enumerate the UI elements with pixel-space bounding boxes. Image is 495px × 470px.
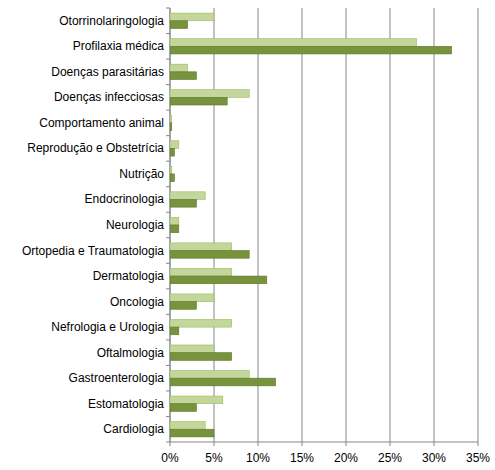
tick-mark xyxy=(302,442,303,446)
bar xyxy=(170,251,249,259)
bar xyxy=(170,345,214,353)
tick-label: 20% xyxy=(334,451,358,465)
tick-mark xyxy=(346,442,347,446)
tick-label: 35% xyxy=(466,451,490,465)
category-label: Dermatologia xyxy=(93,269,165,283)
category-tick xyxy=(166,442,170,443)
bar xyxy=(170,319,232,327)
category-label: Gastroenterologia xyxy=(69,371,165,385)
category-tick xyxy=(166,84,170,85)
category-tick xyxy=(166,365,170,366)
tick-label: 25% xyxy=(378,451,402,465)
category-tick xyxy=(166,314,170,315)
tick-mark xyxy=(258,442,259,446)
category-tick xyxy=(166,8,170,9)
tick-mark xyxy=(390,442,391,446)
tick-label: 30% xyxy=(422,451,446,465)
tick-label: 5% xyxy=(205,451,223,465)
bar xyxy=(170,199,196,207)
category-tick xyxy=(166,390,170,391)
category-label: Nefrologia e Urologia xyxy=(51,320,164,334)
bar xyxy=(170,404,196,412)
grid-line xyxy=(346,8,347,442)
tick-mark xyxy=(434,442,435,446)
bar xyxy=(170,97,227,105)
category-tick xyxy=(166,59,170,60)
category-tick xyxy=(166,339,170,340)
category-label: Endocrinologia xyxy=(85,192,165,206)
category-label: Nutrição xyxy=(119,167,164,181)
tick-mark xyxy=(170,442,171,446)
category-label: Doenças infecciosas xyxy=(54,90,164,104)
category-label: Oncologia xyxy=(110,295,164,309)
bar xyxy=(170,72,196,80)
bar xyxy=(170,166,172,174)
chart: 0% 5% 10% 15% 20% 25% 30% 35% Otorrinolaringolog… xyxy=(0,0,495,470)
category-tick xyxy=(166,212,170,213)
category-label: Profilaxia médica xyxy=(73,39,165,53)
bar xyxy=(170,192,205,200)
bar xyxy=(170,90,249,98)
category-label: Oftalmologia xyxy=(97,346,165,360)
category-label: Reprodução e Obstetrícia xyxy=(27,141,164,155)
category-label: Comportamento animal xyxy=(39,116,164,130)
bar xyxy=(170,141,179,149)
category-tick xyxy=(166,186,170,187)
bar xyxy=(170,39,416,47)
grid-line xyxy=(258,8,259,442)
tick-label: 15% xyxy=(290,451,314,465)
bar xyxy=(170,327,179,335)
category-tick xyxy=(166,263,170,264)
category-tick xyxy=(166,110,170,111)
category-label: Doenças parasitárias xyxy=(51,65,164,79)
bars xyxy=(170,13,452,437)
bar xyxy=(170,21,188,29)
bar xyxy=(170,217,179,225)
bar xyxy=(170,268,232,276)
category-label: Cardiologia xyxy=(103,422,164,436)
category-tick xyxy=(166,416,170,417)
x-axis xyxy=(170,442,478,443)
category-label: Otorrinolaringologia xyxy=(59,14,164,28)
grid-line xyxy=(478,8,479,442)
bar xyxy=(170,429,214,437)
tick-mark xyxy=(214,442,215,446)
tick-label: 10% xyxy=(246,451,270,465)
grid-line xyxy=(390,8,391,442)
bar xyxy=(170,353,232,361)
bar xyxy=(170,243,232,251)
bar xyxy=(170,276,267,284)
bar xyxy=(170,378,276,386)
bar xyxy=(170,174,174,182)
bar xyxy=(170,302,196,310)
category-label: Estomatologia xyxy=(88,397,164,411)
bar xyxy=(170,123,172,131)
bar xyxy=(170,148,174,156)
category-tick xyxy=(166,135,170,136)
bar xyxy=(170,46,452,54)
category-tick xyxy=(166,288,170,289)
tick-label: 0% xyxy=(161,451,179,465)
bar xyxy=(170,396,223,404)
tick-mark xyxy=(478,442,479,446)
grid-line xyxy=(302,8,303,442)
grid-line xyxy=(434,8,435,442)
category-tick xyxy=(166,33,170,34)
category-label: Neurologia xyxy=(106,218,164,232)
bar xyxy=(170,225,179,233)
category-label: Ortopedia e Traumatologia xyxy=(22,244,164,258)
bar xyxy=(170,13,214,21)
bar xyxy=(170,422,205,430)
bar xyxy=(170,64,188,72)
bar xyxy=(170,294,214,302)
bar xyxy=(170,371,249,379)
category-tick xyxy=(166,161,170,162)
bar xyxy=(170,115,172,123)
category-tick xyxy=(166,237,170,238)
